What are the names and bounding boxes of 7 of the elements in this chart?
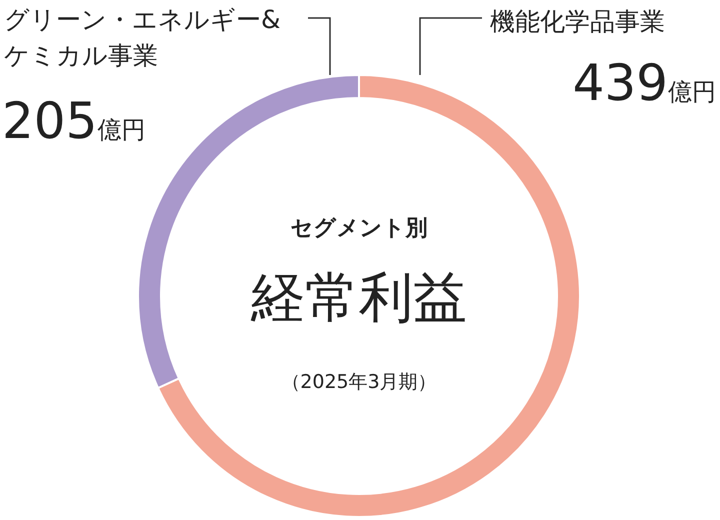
text: 経常利益: [250, 266, 467, 329]
data-label: 439億円: [572, 54, 716, 112]
text: セグメント別: [290, 216, 428, 241]
data-label: 205億円: [2, 92, 146, 150]
slice-label: 機能化学品事業: [490, 7, 665, 36]
slice-label: グリーン・エネルギー&ケミカル事業: [4, 5, 280, 70]
text: （2025年3月期）: [281, 371, 437, 393]
